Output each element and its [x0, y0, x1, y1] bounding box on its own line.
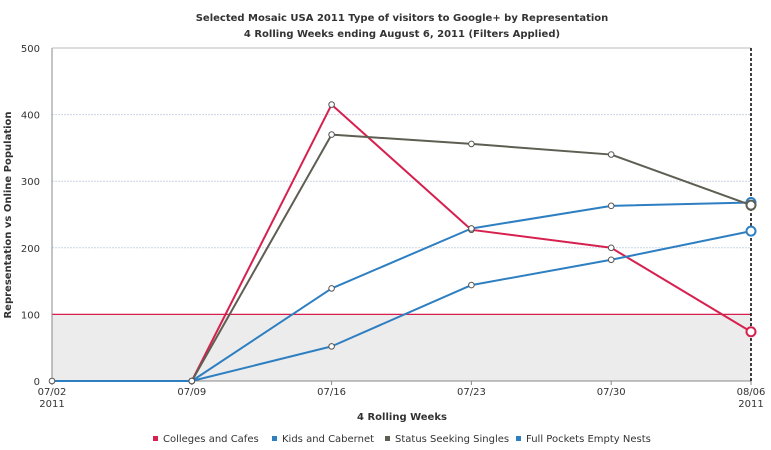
data-point[interactable] — [328, 285, 335, 292]
x-tick-sublabel: 2011 — [39, 399, 64, 410]
data-point[interactable] — [745, 326, 757, 338]
x-axis-title: 4 Rolling Weeks — [357, 412, 447, 423]
legend-label: Colleges and Cafes — [163, 434, 259, 445]
data-point[interactable] — [468, 140, 475, 148]
legend-swatch — [385, 436, 390, 441]
legend-item[interactable]: Colleges and Cafes — [153, 434, 259, 445]
data-point[interactable] — [328, 343, 335, 350]
y-tick-label: 0 — [34, 377, 40, 388]
y-tick-label: 100 — [21, 310, 40, 321]
data-point[interactable] — [607, 256, 615, 264]
y-tick-label: 300 — [21, 177, 40, 188]
y-tick-label: 400 — [21, 111, 40, 122]
data-point[interactable] — [328, 131, 335, 138]
x-tick-label: 07/30 — [597, 387, 626, 398]
legend-item[interactable]: Kids and Cabernet — [272, 434, 374, 445]
series-line-1 — [52, 201, 752, 382]
y-axis-title: Representation vs Online Population — [3, 111, 14, 318]
chart-title: Selected Mosaic USA 2011 Type of visitor… — [196, 13, 609, 24]
legend-label: Full Pockets Empty Nests — [526, 434, 651, 445]
data-point[interactable] — [607, 151, 615, 158]
y-tick-label: 200 — [21, 244, 40, 255]
x-tick-label: 07/23 — [457, 387, 486, 398]
legend-label: Kids and Cabernet — [282, 434, 374, 445]
legend-item[interactable]: Status Seeking Singles — [385, 434, 509, 445]
legend: Colleges and Cafes Kids and Cabernet Statu… — [153, 434, 651, 445]
legend-swatch — [153, 436, 158, 441]
data-point[interactable] — [48, 377, 56, 385]
data-point[interactable] — [468, 281, 475, 289]
y-tick-label: 500 — [21, 44, 40, 55]
y-axis-ticks: 0 100 200 300 400 500 — [21, 44, 40, 388]
series-points — [48, 101, 757, 385]
data-point[interactable] — [745, 199, 757, 211]
data-point[interactable] — [745, 225, 757, 237]
legend-swatch — [516, 436, 521, 441]
x-tick-label: 08/06 — [737, 387, 766, 398]
legend-swatch — [272, 436, 277, 441]
data-point[interactable] — [188, 377, 196, 385]
shaded-band — [52, 314, 751, 381]
x-tick-label: 07/09 — [177, 387, 206, 398]
x-tick-sublabel: 2011 — [738, 399, 763, 410]
data-point[interactable] — [607, 202, 615, 210]
x-tick-label: 07/16 — [317, 387, 346, 398]
legend-label: Status Seeking Singles — [395, 434, 509, 445]
x-tick-label: 07/02 — [38, 387, 67, 398]
data-point[interactable] — [328, 101, 335, 108]
data-point[interactable] — [607, 244, 615, 252]
legend-item[interactable]: Full Pockets Empty Nests — [516, 434, 651, 445]
chart-subtitle: 4 Rolling Weeks ending August 6, 2011 (F… — [244, 29, 560, 40]
data-point[interactable] — [468, 225, 475, 232]
plot-area — [52, 48, 751, 381]
